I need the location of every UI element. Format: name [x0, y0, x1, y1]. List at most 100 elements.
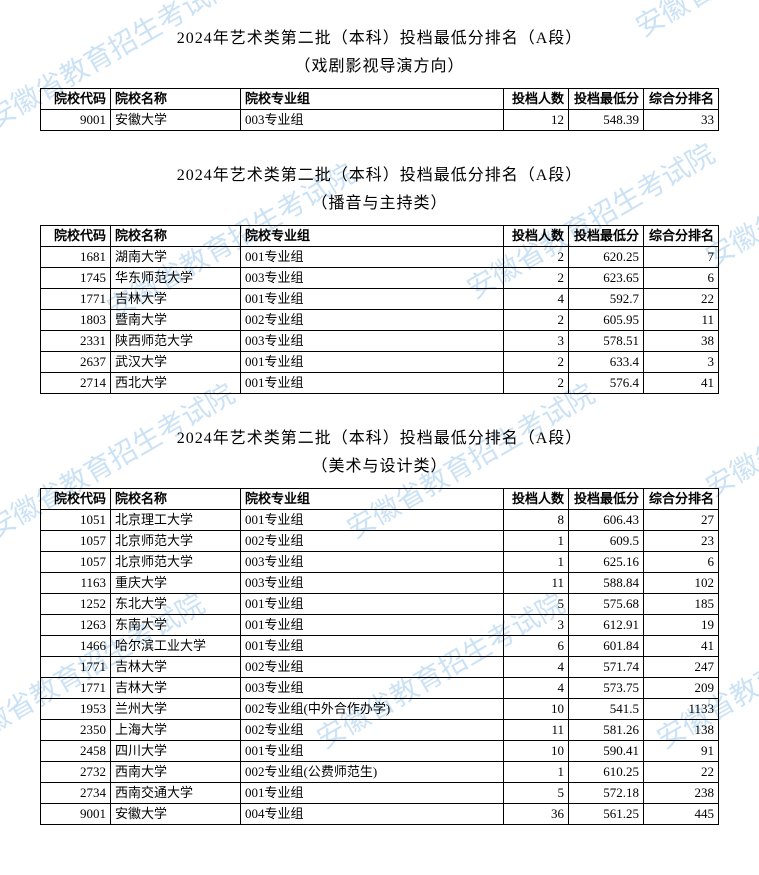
table-cell: 3: [504, 331, 569, 352]
table-cell: 1057: [41, 531, 111, 552]
table-cell: 2637: [41, 352, 111, 373]
table-row: 1163重庆大学003专业组11588.84102: [41, 573, 719, 594]
table-cell: 武汉大学: [111, 352, 241, 373]
table-cell: 陕西师范大学: [111, 331, 241, 352]
table-cell: 575.68: [569, 594, 644, 615]
table-cell: 003专业组: [241, 331, 504, 352]
data-table: 院校代码院校名称院校专业组投档人数投档最低分综合分排名1681湖南大学001专业…: [40, 225, 719, 394]
table-cell: 湖南大学: [111, 247, 241, 268]
column-header: 院校专业组: [241, 226, 504, 247]
table-cell: 605.95: [569, 310, 644, 331]
table-cell: 209: [644, 678, 719, 699]
table-cell: 暨南大学: [111, 310, 241, 331]
table-cell: 2458: [41, 741, 111, 762]
table-cell: 4: [504, 657, 569, 678]
table-row: 1771吉林大学003专业组4573.75209: [41, 678, 719, 699]
column-header: 综合分排名: [644, 226, 719, 247]
table-row: 9001安徽大学003专业组12548.3933: [41, 110, 719, 131]
table-cell: 548.39: [569, 110, 644, 131]
table-cell: 吉林大学: [111, 289, 241, 310]
section-title-line2: （美术与设计类）: [40, 452, 719, 476]
table-cell: 1: [504, 762, 569, 783]
table-cell: 1771: [41, 657, 111, 678]
table-cell: 620.25: [569, 247, 644, 268]
table-row: 1057北京师范大学002专业组1609.523: [41, 531, 719, 552]
table-cell: 573.75: [569, 678, 644, 699]
table-cell: 西南大学: [111, 762, 241, 783]
table-row: 1745华东师范大学003专业组2623.656: [41, 268, 719, 289]
table-cell: 吉林大学: [111, 678, 241, 699]
table-cell: 592.7: [569, 289, 644, 310]
table-cell: 001专业组: [241, 783, 504, 804]
table-cell: 27: [644, 510, 719, 531]
table-cell: 6: [504, 636, 569, 657]
column-header: 院校名称: [111, 489, 241, 510]
section-title-line2: （戏剧影视导演方向）: [40, 52, 719, 76]
table-cell: 9001: [41, 110, 111, 131]
table-cell: 4: [504, 289, 569, 310]
table-cell: 571.74: [569, 657, 644, 678]
table-cell: 581.26: [569, 720, 644, 741]
data-table: 院校代码院校名称院校专业组投档人数投档最低分综合分排名9001安徽大学003专业…: [40, 88, 719, 131]
table-cell: 41: [644, 636, 719, 657]
column-header: 院校专业组: [241, 89, 504, 110]
section-title-line1: 2024年艺术类第二批（本科）投档最低分排名（A段）: [40, 161, 719, 185]
table-cell: 19: [644, 615, 719, 636]
table-cell: 1263: [41, 615, 111, 636]
table-cell: 1163: [41, 573, 111, 594]
table-cell: 247: [644, 657, 719, 678]
table-cell: 11: [504, 720, 569, 741]
table-cell: 625.16: [569, 552, 644, 573]
table-cell: 609.5: [569, 531, 644, 552]
table-cell: 001专业组: [241, 352, 504, 373]
table-cell: 2331: [41, 331, 111, 352]
table-row: 1803暨南大学002专业组2605.9511: [41, 310, 719, 331]
column-header: 投档人数: [504, 89, 569, 110]
table-row: 2331陕西师范大学003专业组3578.5138: [41, 331, 719, 352]
column-header: 投档最低分: [569, 226, 644, 247]
table-cell: 1: [504, 552, 569, 573]
table-row: 1771吉林大学001专业组4592.722: [41, 289, 719, 310]
table-cell: 002专业组: [241, 657, 504, 678]
table-cell: 2: [504, 373, 569, 394]
table-cell: 3: [644, 352, 719, 373]
table-cell: 541.5: [569, 699, 644, 720]
table-cell: 001专业组: [241, 594, 504, 615]
table-cell: 588.84: [569, 573, 644, 594]
table-cell: 重庆大学: [111, 573, 241, 594]
column-header: 院校代码: [41, 226, 111, 247]
table-cell: 22: [644, 289, 719, 310]
section: 2024年艺术类第二批（本科）投档最低分排名（A段）（美术与设计类）院校代码院校…: [40, 424, 719, 825]
table-cell: 22: [644, 762, 719, 783]
data-table: 院校代码院校名称院校专业组投档人数投档最低分综合分排名1051北京理工大学001…: [40, 488, 719, 825]
table-cell: 2732: [41, 762, 111, 783]
table-cell: 1051: [41, 510, 111, 531]
table-row: 1051北京理工大学001专业组8606.4327: [41, 510, 719, 531]
table-cell: 138: [644, 720, 719, 741]
table-cell: 1: [504, 531, 569, 552]
table-cell: 572.18: [569, 783, 644, 804]
table-row: 2714西北大学001专业组2576.441: [41, 373, 719, 394]
table-row: 1263东南大学001专业组3612.9119: [41, 615, 719, 636]
table-cell: 003专业组: [241, 678, 504, 699]
table-cell: 23: [644, 531, 719, 552]
table-cell: 2: [504, 247, 569, 268]
table-cell: 1953: [41, 699, 111, 720]
column-header: 院校代码: [41, 89, 111, 110]
table-cell: 1771: [41, 678, 111, 699]
table-cell: 36: [504, 804, 569, 825]
table-cell: 590.41: [569, 741, 644, 762]
table-cell: 2734: [41, 783, 111, 804]
table-cell: 哈尔滨工业大学: [111, 636, 241, 657]
column-header: 投档人数: [504, 489, 569, 510]
table-row: 2350上海大学002专业组11581.26138: [41, 720, 719, 741]
table-cell: 2350: [41, 720, 111, 741]
table-cell: 北京师范大学: [111, 531, 241, 552]
column-header: 投档最低分: [569, 489, 644, 510]
table-cell: 601.84: [569, 636, 644, 657]
section: 2024年艺术类第二批（本科）投档最低分排名（A段）（戏剧影视导演方向）院校代码…: [40, 24, 719, 131]
table-cell: 11: [504, 573, 569, 594]
table-cell: 38: [644, 331, 719, 352]
column-header: 院校代码: [41, 489, 111, 510]
table-cell: 185: [644, 594, 719, 615]
